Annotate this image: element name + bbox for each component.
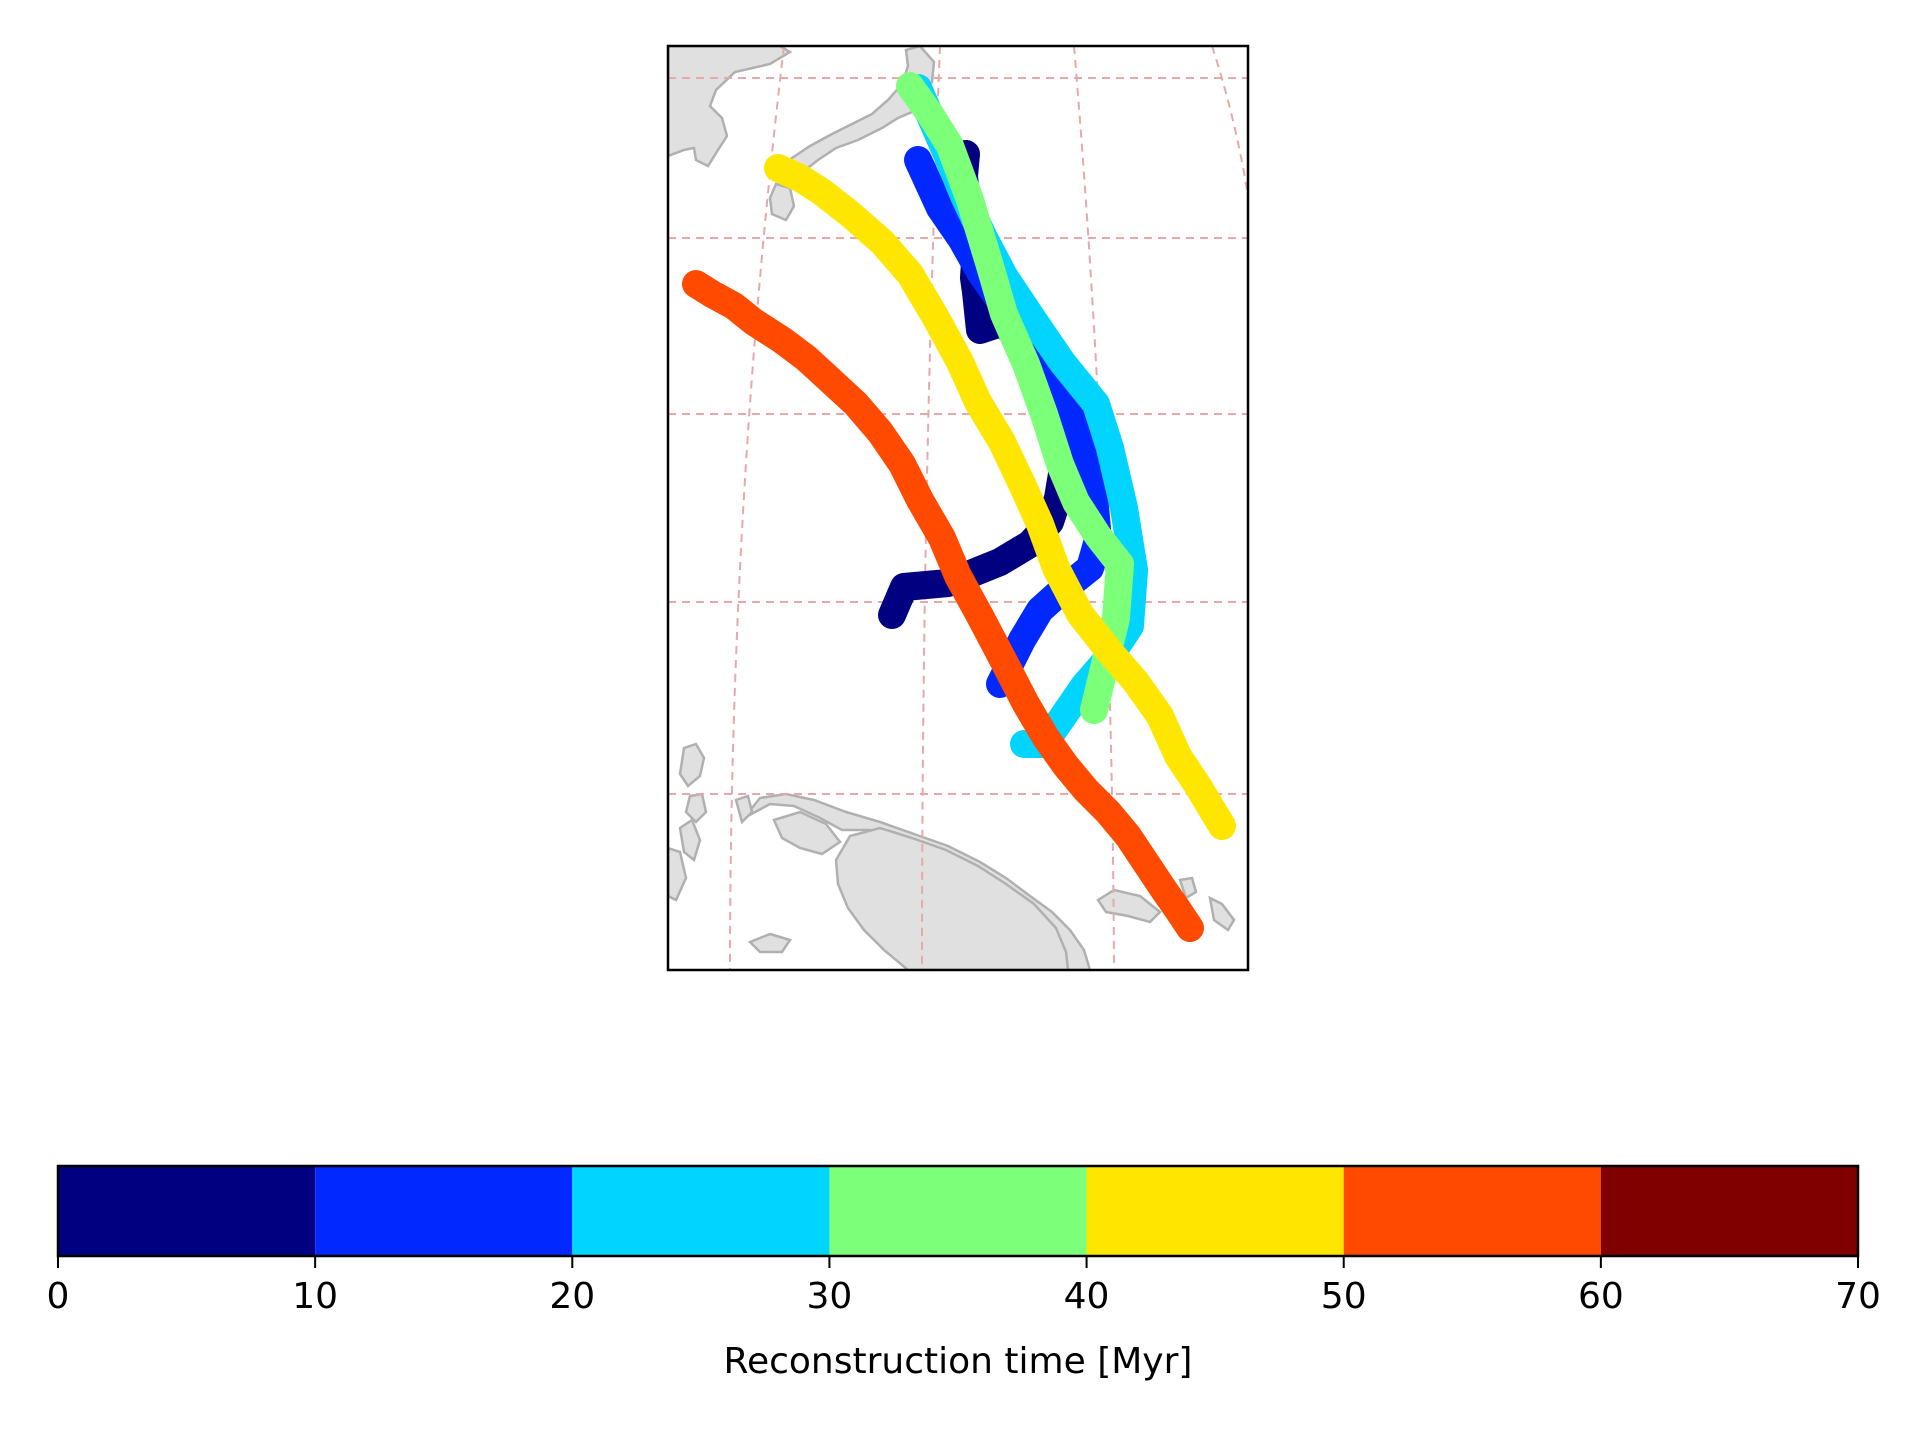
new-guinea-body xyxy=(834,826,1070,970)
colorbar-tick-label: 70 xyxy=(1835,1276,1881,1317)
colorbar-tick-label: 20 xyxy=(549,1276,595,1317)
colorbar-tick-label: 10 xyxy=(292,1276,338,1317)
colorbar-bin-50-60 xyxy=(1343,1166,1601,1256)
track-30-40-myr xyxy=(896,72,1134,724)
solomon-island xyxy=(1208,895,1236,932)
colorbar-bin-0-10 xyxy=(58,1166,316,1256)
kyushu-island xyxy=(768,182,796,222)
colorbar-bin-20-30 xyxy=(572,1166,830,1256)
colorbar-bin-40-50 xyxy=(1086,1166,1344,1256)
colorbar-bins xyxy=(58,1166,1858,1256)
colorbar-bin-30-40 xyxy=(829,1166,1087,1256)
colorbar-ticks: 0 10 20 30 40 50 60 70 xyxy=(47,1256,1881,1317)
map-frame xyxy=(666,44,1250,972)
map-panel xyxy=(666,44,1250,972)
sulawesi-island xyxy=(668,846,688,902)
colorbar-bin-60-70 xyxy=(1600,1166,1858,1256)
hotspot-tracks xyxy=(682,72,1236,942)
halmahera-island xyxy=(734,794,754,825)
new-britain-island xyxy=(1096,888,1162,924)
colorbar-tick-label: 60 xyxy=(1578,1276,1624,1317)
moluccas-island xyxy=(678,818,702,863)
colorbar: 0 10 20 30 40 50 60 70 Reconstruction time [Myr… xyxy=(47,1164,1881,1382)
colorbar-tick-label: 30 xyxy=(807,1276,853,1317)
colorbar-tick-label: 40 xyxy=(1064,1276,1110,1317)
colorbar-bin-10-20 xyxy=(315,1166,573,1256)
track-50-60-myr xyxy=(682,270,1204,942)
meridian-line xyxy=(1211,46,1248,197)
colorbar-tick-label: 50 xyxy=(1321,1276,1367,1317)
korea-landmass xyxy=(668,46,793,168)
taiwan-philippines-islands xyxy=(678,742,706,788)
new-guinea-landmass xyxy=(743,792,1092,970)
colorbar-frame xyxy=(56,1164,1860,1258)
bougainville-island xyxy=(1178,876,1198,900)
colorbar-label: Reconstruction time [Myr] xyxy=(724,1341,1193,1382)
track-40-50-myr xyxy=(764,154,1236,840)
colorbar-tick-label: 0 xyxy=(47,1276,70,1317)
timor-island xyxy=(747,932,792,954)
west-papua-peninsula xyxy=(772,810,842,856)
